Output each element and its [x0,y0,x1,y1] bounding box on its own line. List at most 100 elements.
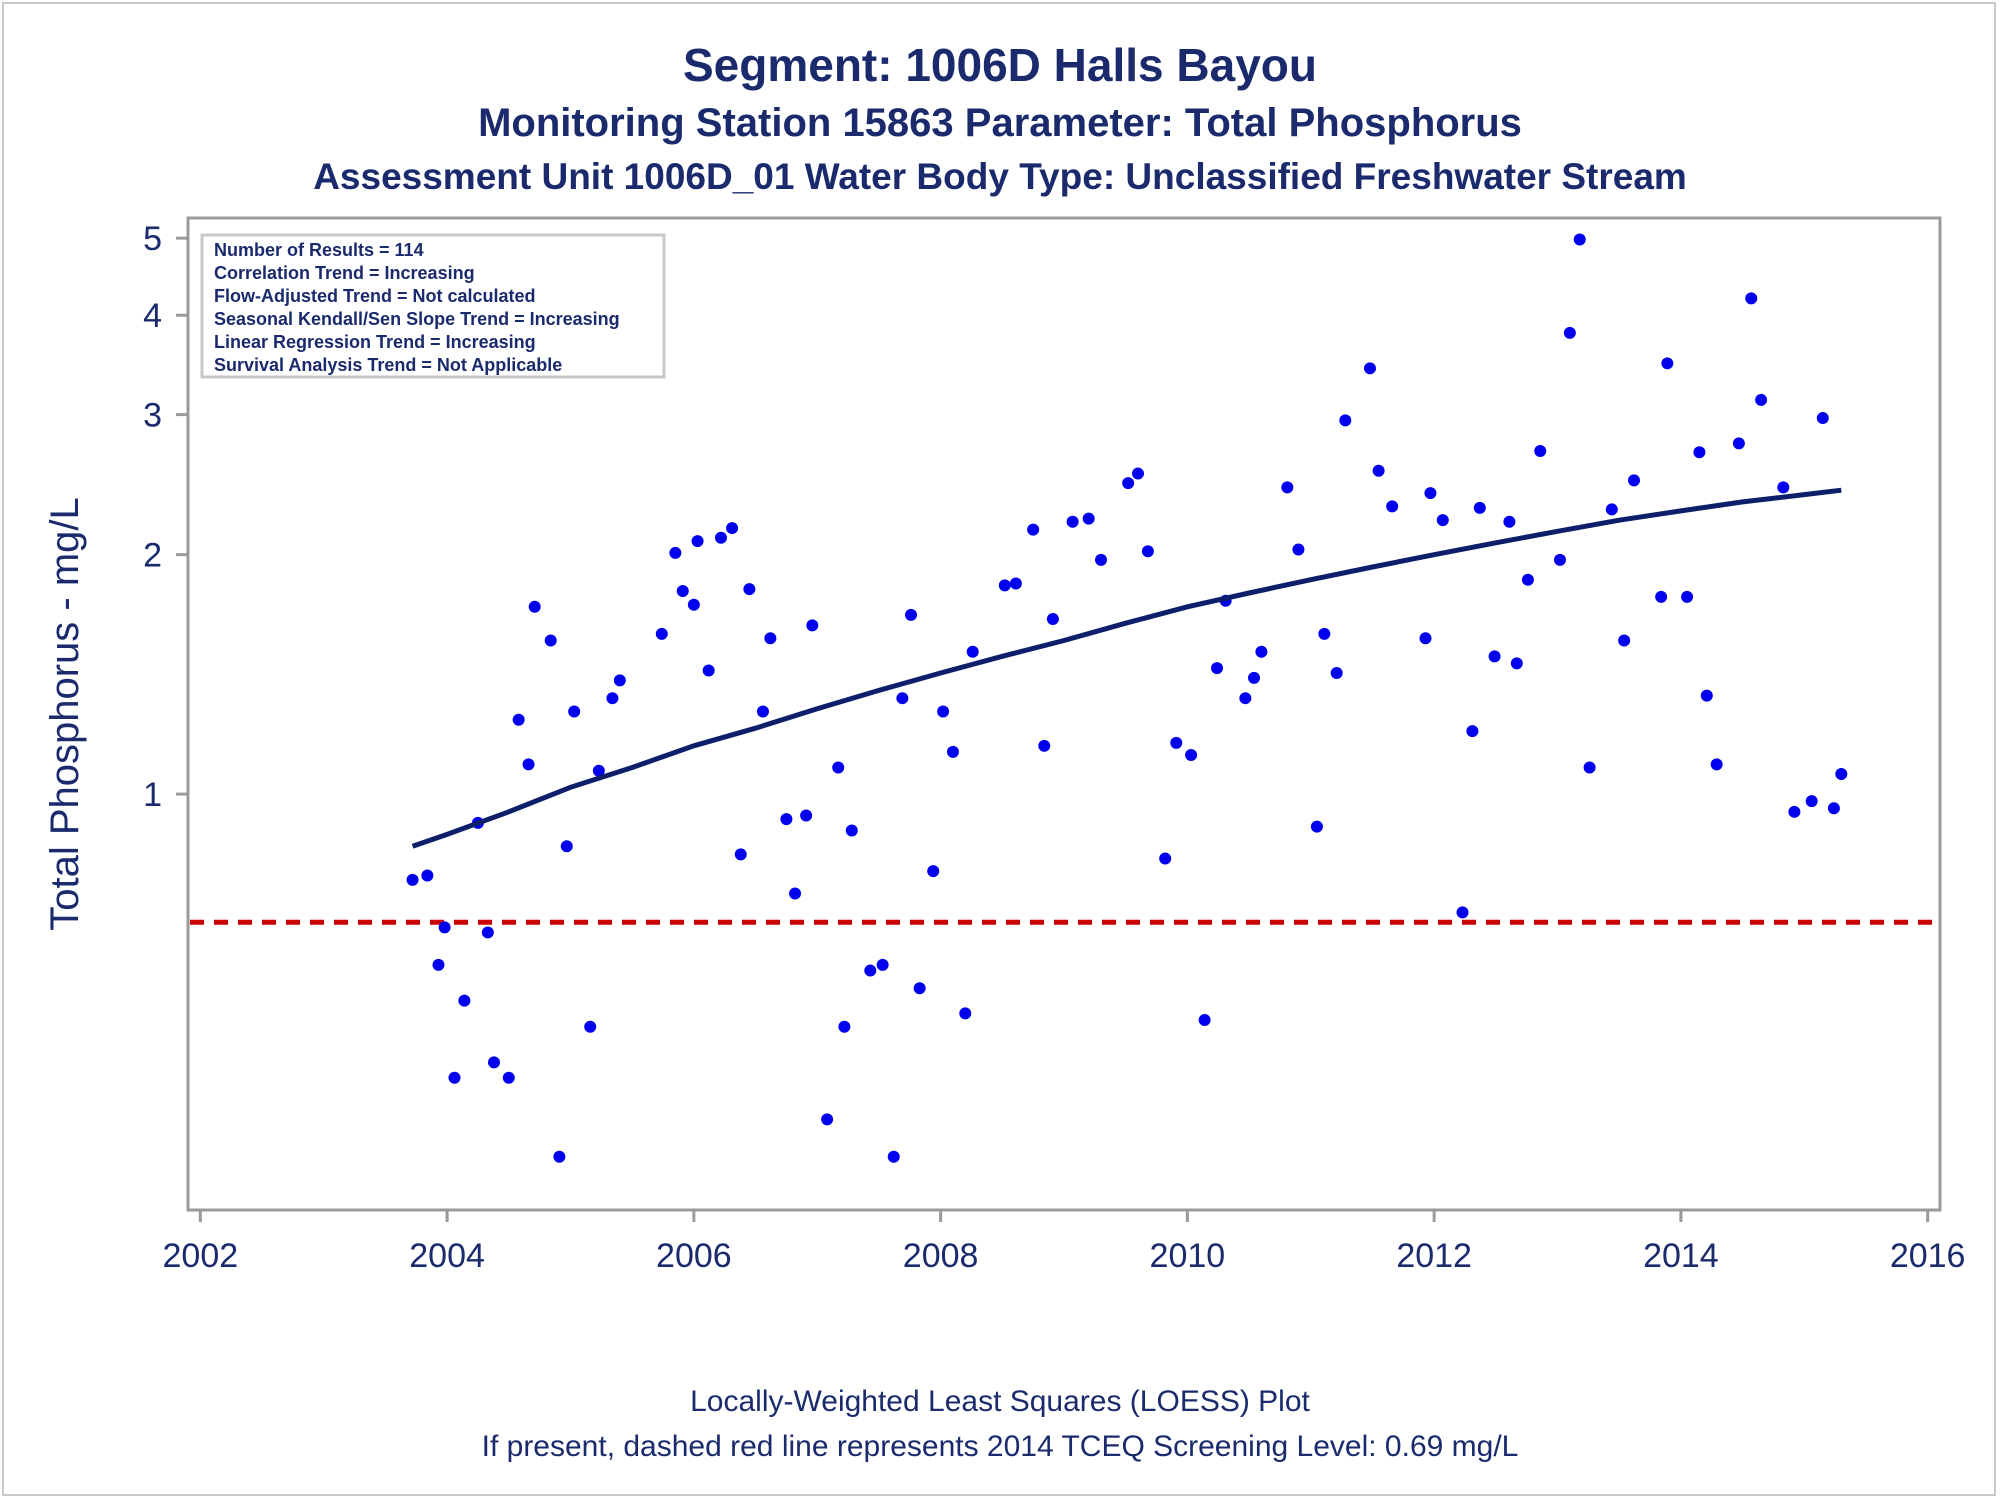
data-point [876,958,889,971]
data-point [1745,292,1758,305]
data-point [937,705,950,718]
data-point [1255,645,1268,658]
data-point [512,713,525,726]
data-point [845,824,858,837]
data-point [1521,573,1534,586]
data-point [726,522,739,535]
data-point [1710,758,1723,771]
data-point [1046,613,1059,626]
x-tick-label: 2008 [903,1237,979,1275]
data-point [1628,474,1641,487]
x-tick-label: 2016 [1890,1237,1966,1275]
data-point [1038,739,1051,752]
stats-box: Number of Results = 114 Correlation Tren… [200,233,666,379]
data-point [1732,437,1745,450]
data-point [1835,767,1848,780]
data-point [887,1150,900,1163]
data-point [592,764,605,777]
data-point [1655,590,1668,603]
data-point [806,619,819,632]
data-point [691,535,704,548]
data-point [1132,467,1145,480]
data-point [959,1007,972,1020]
data-point [832,761,845,774]
loess-trend-line [411,487,1842,849]
data-point [715,531,728,544]
data-point [1239,692,1252,705]
stats-number-of-results: Number of Results = 114 [214,240,424,260]
data-point [1339,414,1352,427]
data-point [613,674,626,687]
data-point [1424,487,1437,500]
data-point [421,869,434,882]
stats-box-border [200,233,666,379]
stats-flow-adjusted-trend: Flow-Adjusted Trend = Not calculated [214,286,536,306]
data-point [481,926,494,939]
data-point [838,1020,851,1033]
data-point [756,705,769,718]
y-tick-label: 5 [143,220,162,258]
y-tick-label: 1 [143,776,162,814]
data-point [584,1020,597,1033]
data-points [406,233,1848,1163]
data-point [553,1150,566,1163]
data-point [1827,802,1840,815]
data-point [1436,514,1449,527]
data-point [606,692,619,705]
data-point [1605,503,1618,516]
data-point [1488,650,1501,663]
stats-linear-regression-trend: Linear Regression Trend = Increasing [214,332,536,352]
data-point [1027,523,1040,536]
data-point [1456,906,1469,919]
data-point [522,758,535,771]
data-point [764,632,777,645]
data-point [1755,393,1768,406]
data-point [1573,233,1586,246]
data-point [864,964,877,977]
data-point [544,634,557,647]
data-point [1700,689,1713,702]
data-point [702,664,715,677]
data-point [1185,748,1198,761]
data-point [560,840,573,853]
data-point [458,994,471,1007]
data-point [1816,412,1829,425]
data-point [1777,481,1790,494]
plot-area [186,216,1942,1212]
x-tick-label: 2010 [1150,1237,1226,1275]
data-point [568,705,581,718]
data-point [1198,1013,1211,1026]
data-point [998,579,1011,592]
data-point [1170,736,1183,749]
data-point [1159,852,1172,865]
data-point [896,692,909,705]
data-point [1363,362,1376,375]
data-point [734,848,747,861]
data-point [1330,666,1343,679]
data-point [438,921,451,934]
stats-seasonal-kendall-trend: Seasonal Kendall/Sen Slope Trend = Incre… [214,309,620,329]
data-point [1066,515,1079,528]
data-point [502,1071,515,1084]
data-point [1281,481,1294,494]
data-point [406,873,419,886]
data-point [913,982,926,995]
data-point [905,608,918,621]
data-point [966,645,979,658]
data-point [789,887,802,900]
data-point [1082,512,1095,525]
data-point [655,627,668,640]
chart-title: Segment: 1006D Halls Bayou [682,39,1317,91]
x-tick-label: 2002 [163,1237,239,1275]
data-point [1681,590,1694,603]
data-point [1583,761,1596,774]
data-point [780,813,793,826]
data-point [1141,545,1154,558]
data-point [528,600,541,613]
data-point [1419,632,1432,645]
data-point [821,1113,834,1126]
stats-survival-analysis-trend: Survival Analysis Trend = Not Applicable [214,355,562,375]
data-point [927,865,940,878]
data-point [1473,501,1486,514]
data-point [487,1056,500,1069]
